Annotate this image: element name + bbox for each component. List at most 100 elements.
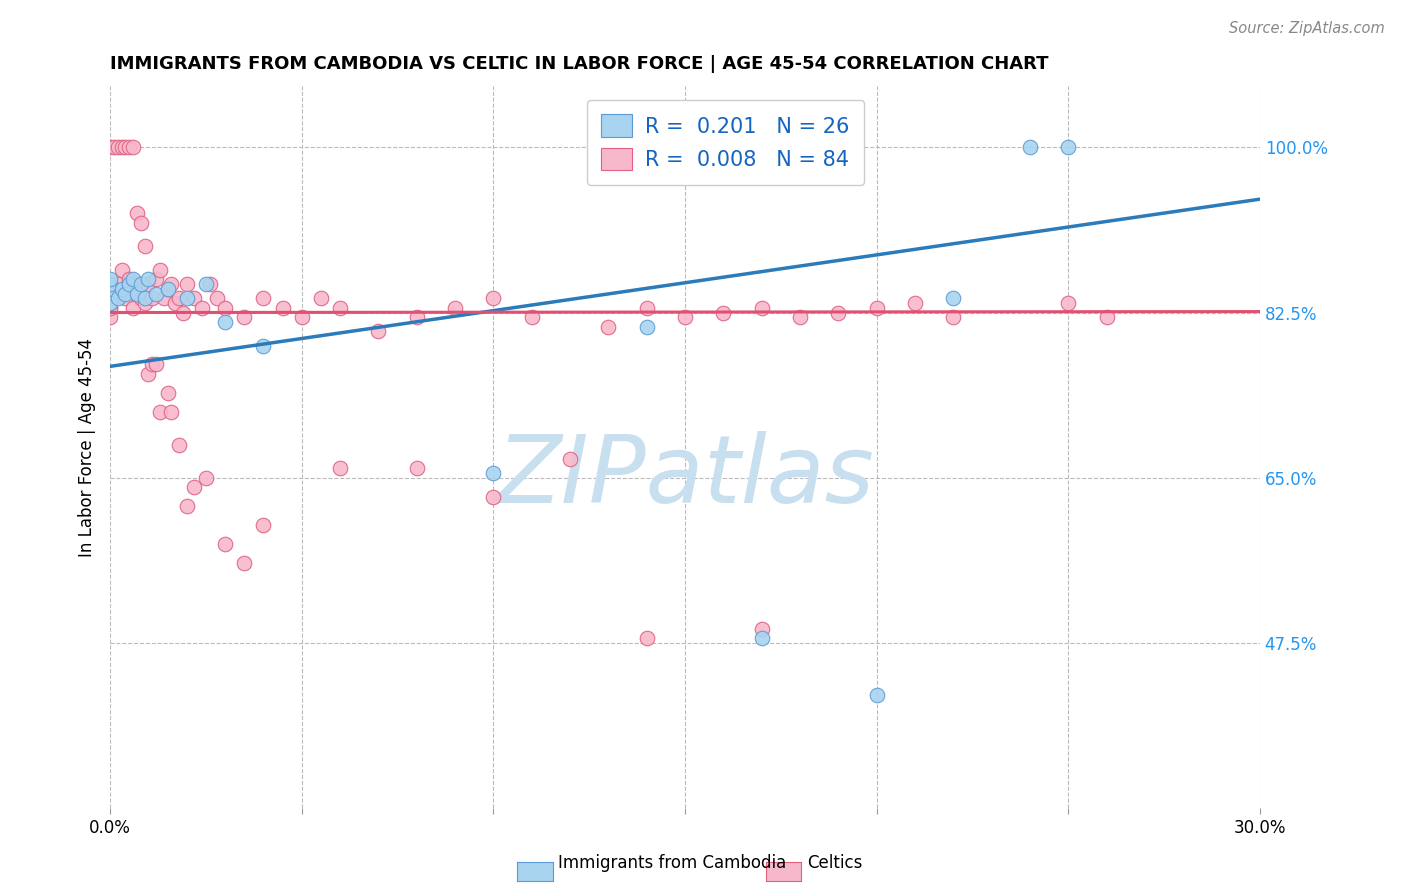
Point: [145, 358, 167, 372]
Point: [114, 140, 136, 154]
Point: [125, 286, 148, 301]
Point: [176, 499, 198, 513]
Point: [207, 291, 229, 305]
Point: [329, 461, 352, 475]
Point: [98, 286, 121, 301]
Point: [134, 291, 156, 305]
Point: [176, 277, 198, 292]
Point: [122, 140, 145, 154]
Point: [98, 272, 121, 286]
Point: [114, 291, 136, 305]
Point: [252, 338, 274, 352]
Point: [160, 405, 183, 419]
Point: [160, 277, 183, 292]
Point: [167, 438, 190, 452]
Point: [942, 291, 965, 305]
Point: [673, 310, 696, 325]
Point: [904, 296, 927, 310]
Point: [482, 466, 505, 480]
Point: [827, 305, 849, 319]
Point: [789, 310, 811, 325]
Point: [865, 688, 887, 702]
Text: ZIPatlas: ZIPatlas: [496, 431, 875, 522]
Point: [865, 301, 887, 315]
Point: [156, 282, 179, 296]
Point: [129, 277, 152, 292]
Point: [138, 367, 160, 381]
Point: [111, 282, 134, 296]
Point: [153, 291, 176, 305]
Point: [309, 291, 332, 305]
Point: [111, 140, 134, 154]
Point: [482, 490, 505, 504]
Point: [405, 461, 427, 475]
Point: [598, 319, 620, 334]
Text: Immigrants from Cambodia: Immigrants from Cambodia: [558, 855, 786, 872]
Point: [214, 301, 236, 315]
Text: Source: ZipAtlas.com: Source: ZipAtlas.com: [1229, 21, 1385, 36]
Point: [103, 140, 125, 154]
Point: [1095, 310, 1118, 325]
Point: [129, 291, 152, 305]
Text: IMMIGRANTS FROM CAMBODIA VS CELTIC IN LABOR FORCE | AGE 45-54 CORRELATION CHART: IMMIGRANTS FROM CAMBODIA VS CELTIC IN LA…: [110, 55, 1049, 73]
Point: [1057, 296, 1080, 310]
Point: [520, 310, 543, 325]
Point: [122, 301, 145, 315]
Point: [191, 301, 214, 315]
Point: [405, 310, 427, 325]
Point: [111, 263, 134, 277]
Point: [98, 282, 121, 296]
Point: [122, 272, 145, 286]
Point: [114, 286, 136, 301]
Point: [214, 537, 236, 551]
Point: [98, 277, 121, 292]
Point: [751, 301, 773, 315]
Point: [98, 291, 121, 305]
Point: [183, 291, 205, 305]
Point: [252, 291, 274, 305]
Point: [194, 471, 217, 485]
Point: [636, 319, 658, 334]
Point: [271, 301, 294, 315]
Point: [711, 305, 734, 319]
Point: [176, 291, 198, 305]
Point: [558, 451, 581, 466]
Point: [98, 296, 121, 310]
Point: [636, 632, 658, 646]
Point: [145, 272, 167, 286]
Point: [329, 301, 352, 315]
Point: [291, 310, 314, 325]
Point: [172, 305, 194, 319]
Point: [134, 239, 156, 253]
Point: [107, 140, 129, 154]
Point: [942, 310, 965, 325]
Point: [444, 301, 467, 315]
Point: [165, 296, 187, 310]
Point: [183, 480, 205, 494]
Y-axis label: In Labor Force | Age 45-54: In Labor Force | Age 45-54: [79, 338, 96, 557]
Point: [98, 296, 121, 310]
Point: [194, 277, 217, 292]
Point: [751, 622, 773, 636]
Point: [98, 286, 121, 301]
Point: [138, 272, 160, 286]
Point: [214, 315, 236, 329]
Point: [125, 206, 148, 220]
Point: [1019, 140, 1042, 154]
Text: Celtics: Celtics: [807, 855, 862, 872]
Point: [198, 277, 221, 292]
Point: [233, 556, 256, 570]
Point: [252, 518, 274, 533]
Point: [145, 286, 167, 301]
Point: [107, 291, 129, 305]
Point: [118, 272, 141, 286]
Point: [129, 216, 152, 230]
Point: [1057, 140, 1080, 154]
Point: [636, 301, 658, 315]
Point: [107, 277, 129, 292]
Point: [98, 140, 121, 154]
Point: [98, 277, 121, 292]
Point: [367, 325, 389, 339]
Point: [98, 310, 121, 325]
Point: [98, 301, 121, 315]
